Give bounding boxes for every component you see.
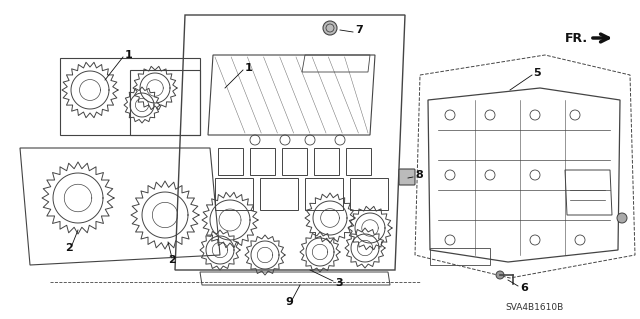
- Text: 5: 5: [533, 68, 541, 78]
- Text: 1: 1: [125, 50, 132, 60]
- Text: 7: 7: [355, 25, 363, 35]
- FancyBboxPatch shape: [399, 169, 415, 185]
- Text: 2: 2: [65, 243, 73, 253]
- Text: 3: 3: [335, 278, 342, 288]
- Text: SVA4B1610B: SVA4B1610B: [506, 303, 564, 313]
- Text: 1: 1: [245, 63, 253, 73]
- Text: 2: 2: [168, 255, 176, 265]
- Text: 8: 8: [415, 170, 423, 180]
- Circle shape: [323, 21, 337, 35]
- Text: 6: 6: [520, 283, 528, 293]
- Circle shape: [617, 213, 627, 223]
- Circle shape: [496, 271, 504, 279]
- Text: FR.: FR.: [565, 32, 588, 44]
- Text: 9: 9: [285, 297, 293, 307]
